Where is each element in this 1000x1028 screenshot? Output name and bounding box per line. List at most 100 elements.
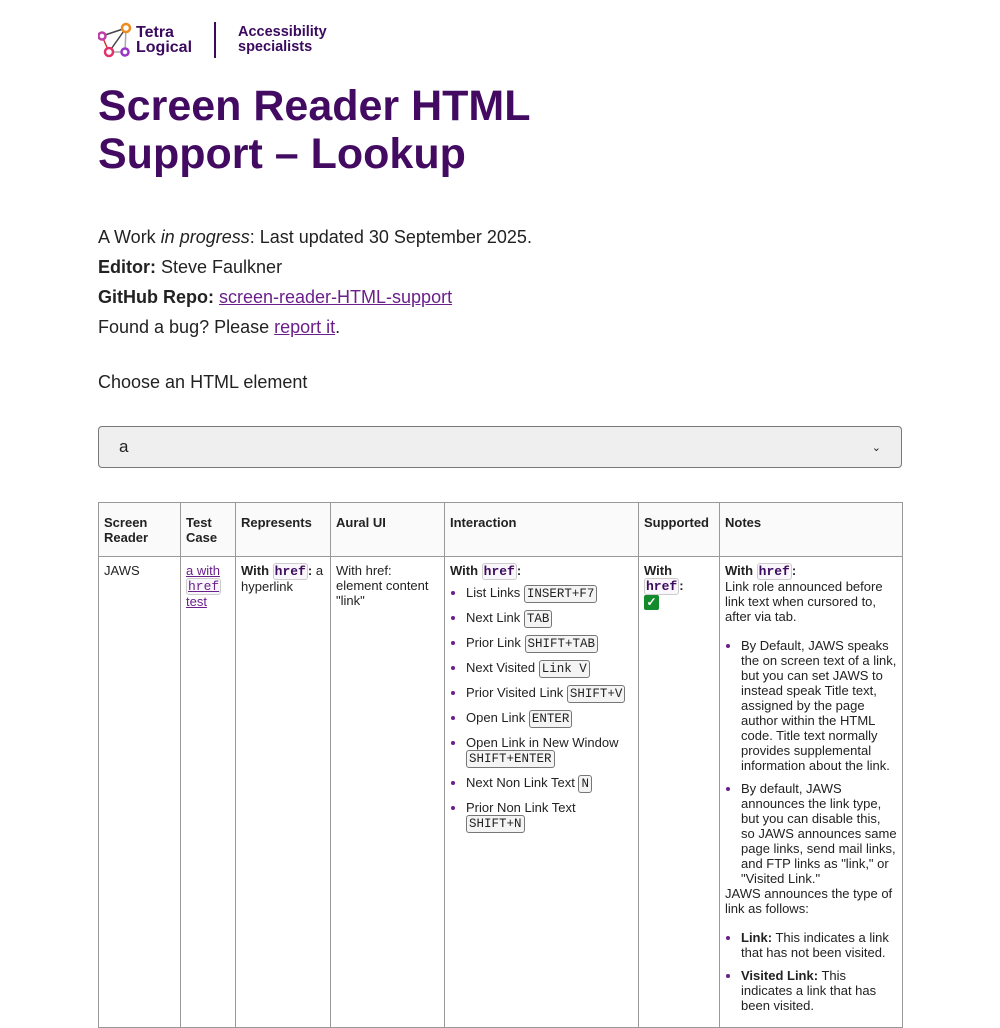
- last-updated: : Last updated 30 September 2025.: [249, 227, 532, 247]
- interaction-cell: With href: List Links INSERT+F7 Next Link…: [444, 556, 639, 1028]
- interaction-item: List Links INSERT+F7: [466, 585, 633, 603]
- list-item: Link: This indicates a link that has not…: [741, 930, 897, 960]
- bug-line: Found a bug? Please report it.: [98, 312, 532, 342]
- colon: :: [307, 563, 313, 578]
- header-represents: Represents: [235, 502, 331, 557]
- with-label: With: [450, 563, 482, 578]
- interaction-item: Next Link TAB: [466, 610, 633, 628]
- interaction-item: Next Visited Link V: [466, 660, 633, 678]
- tagline: Accessibility specialists: [238, 25, 327, 55]
- repo-label: GitHub Repo:: [98, 287, 214, 307]
- selected-element: a: [119, 437, 129, 456]
- bug-text: Found a bug? Please: [98, 317, 275, 337]
- interaction-label: Next Link: [466, 610, 524, 625]
- colon: :: [679, 578, 684, 593]
- notes-mid: JAWS announces the type of link as follo…: [725, 886, 893, 916]
- logo-text: Tetra Logical: [136, 24, 193, 56]
- test-case-cell: a with href test: [180, 556, 236, 1028]
- interaction-item: Next Non Link Text N: [466, 775, 633, 793]
- keyboard-shortcut: ENTER: [528, 710, 573, 728]
- keyboard-shortcut: Link V: [538, 660, 590, 678]
- status-emphasis: in progress: [160, 227, 250, 247]
- logo-word-2: Logical: [136, 39, 193, 56]
- list-item: By default, JAWS announces the link type…: [741, 781, 897, 886]
- status-text: A Work: [98, 227, 161, 247]
- header-interaction: Interaction: [444, 502, 639, 557]
- title-line-1: Screen Reader HTML: [98, 82, 531, 130]
- interaction-item: Prior Link SHIFT+TAB: [466, 635, 633, 653]
- header-test-case: Test Case: [180, 502, 236, 557]
- aural-ui-cell: With href: element content "link": [330, 556, 445, 1028]
- with-label: With: [241, 563, 273, 578]
- interaction-label: Next Visited: [466, 660, 539, 675]
- support-table: Screen Reader Test Case Represents Aural…: [98, 502, 903, 1028]
- interaction-item: Open Link in New Window SHIFT+ENTER: [466, 735, 633, 768]
- screen-reader-cell: JAWS: [98, 556, 181, 1028]
- header-screen-reader: Screen Reader: [98, 502, 181, 557]
- href-code: href: [481, 563, 517, 580]
- table-row: JAWS a with href test With href: a hyper…: [98, 556, 903, 1028]
- interaction-label: Prior Visited Link: [466, 685, 567, 700]
- interaction-label: List Links: [466, 585, 524, 600]
- with-label: With: [644, 563, 673, 578]
- desc: This indicates a link that has not been …: [741, 930, 889, 960]
- keyboard-shortcut: SHIFT+TAB: [524, 635, 599, 653]
- interaction-item: Prior Non Link Text SHIFT+N: [466, 800, 633, 833]
- represents-cell: With href: a hyperlink: [235, 556, 331, 1028]
- logo-divider: [214, 22, 217, 58]
- header-supported: Supported: [638, 502, 720, 557]
- status-line: A Work in progress: Last updated 30 Sept…: [98, 222, 532, 252]
- repo-line: GitHub Repo: screen-reader-HTML-support: [98, 282, 532, 312]
- tagline-2: specialists: [238, 39, 313, 55]
- term: Link:: [741, 930, 773, 945]
- keyboard-shortcut: N: [578, 775, 592, 793]
- header-notes: Notes: [719, 502, 903, 557]
- element-select-label: Choose an HTML element: [98, 372, 308, 392]
- test-link-text-end: test: [186, 594, 207, 609]
- logo-word-1: Tetra: [136, 24, 174, 41]
- href-code: href: [644, 578, 680, 595]
- with-label: With: [725, 563, 757, 578]
- interaction-label: Prior Link: [466, 635, 525, 650]
- link-type-list: Link: This indicates a link that has not…: [725, 930, 897, 1013]
- bug-period: .: [335, 317, 341, 337]
- keyboard-shortcut: SHIFT+ENTER: [466, 750, 555, 768]
- title-line-2: Support – Lookup: [98, 130, 466, 178]
- interaction-label: Open Link in New Window: [466, 735, 619, 750]
- supported-cell: With href: ✓: [638, 556, 720, 1028]
- page-title: Screen Reader HTML Support – Lookup: [98, 82, 531, 178]
- href-code: href: [756, 563, 792, 580]
- element-select[interactable]: a ⌄: [98, 426, 902, 468]
- notes-list: By Default, JAWS speaks the on screen te…: [725, 638, 897, 886]
- represents-text: a hyperlink: [241, 563, 324, 594]
- test-case-link[interactable]: a with href test: [186, 563, 222, 609]
- test-link-code: href: [186, 578, 222, 595]
- tagline-1: Accessibility: [238, 24, 327, 40]
- test-link-text: a with: [186, 563, 220, 578]
- notes-cell: With href: Link role announced before li…: [719, 556, 903, 1028]
- page-meta: A Work in progress: Last updated 30 Sept…: [98, 222, 532, 342]
- colon: :: [516, 563, 522, 578]
- check-icon: ✓: [644, 595, 659, 610]
- logo-network-icon: [98, 22, 132, 58]
- repo-link[interactable]: screen-reader-HTML-support: [219, 287, 453, 307]
- keyboard-shortcut: INSERT+F7: [523, 585, 598, 603]
- keyboard-shortcut: SHIFT+N: [466, 815, 525, 833]
- href-code: href: [272, 563, 308, 580]
- report-bug-link[interactable]: report it: [274, 317, 336, 337]
- term: Visited Link:: [741, 968, 819, 983]
- editor-name: Steve Faulkner: [156, 257, 283, 277]
- keyboard-shortcut: TAB: [523, 610, 553, 628]
- interaction-item: Prior Visited Link SHIFT+V: [466, 685, 633, 703]
- interaction-item: Open Link ENTER: [466, 710, 633, 728]
- editor-label: Editor:: [98, 257, 156, 277]
- chevron-down-icon: ⌄: [871, 441, 881, 454]
- list-item: Visited Link: This indicates a link that…: [741, 968, 897, 1013]
- interaction-label: Open Link: [466, 710, 529, 725]
- list-item: By Default, JAWS speaks the on screen te…: [741, 638, 897, 773]
- interaction-list: List Links INSERT+F7 Next Link TAB Prior L…: [450, 585, 633, 833]
- tetralogical-logo[interactable]: Tetra Logical Accessibility specialists: [98, 20, 327, 60]
- keyboard-shortcut: SHIFT+V: [566, 685, 626, 703]
- header-aural-ui: Aural UI: [330, 502, 445, 557]
- editor-line: Editor: Steve Faulkner: [98, 252, 532, 282]
